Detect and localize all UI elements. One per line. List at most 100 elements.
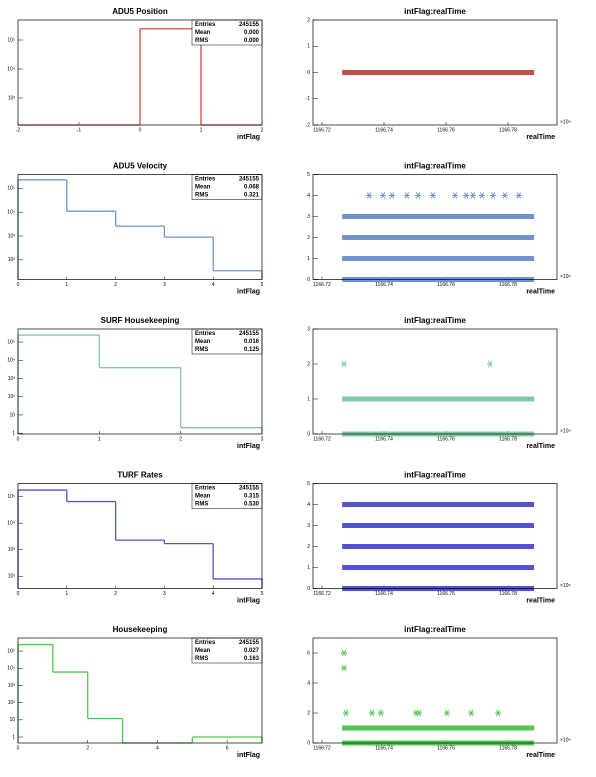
x-tick-label: 1166.78 [499,591,517,597]
stats-label: Mean [195,648,211,654]
y-tick-label: 10⁴ [7,66,15,72]
frame [17,637,263,744]
marker [366,192,373,199]
y-tick-label: 10² [8,394,16,400]
x-tick-label: 5 [261,591,264,597]
stats-label: Mean [195,339,211,345]
x-tick-label: 1 [65,591,68,597]
x-tick-label: 1166.74 [375,282,393,288]
x-tick-label: 1166.78 [499,745,517,751]
y-tick-label: 10³ [8,547,16,553]
x-tick-label: 0 [17,745,20,751]
stats-label: Entries [195,331,216,337]
frame [312,637,558,744]
y-tick-label: 5 [307,481,310,487]
marker [342,709,349,717]
panel: intFlag:realTime 1166.72 1166.74 1166.76 116… [307,162,570,296]
y-tick-label: 10² [8,257,16,263]
x-tick-label: 0 [17,282,20,288]
frame [17,174,263,280]
stats-value: 0.000 [244,38,260,44]
marker [341,649,348,657]
panel: Housekeeping 0 2 4 6 1 10 10² 10³ 10⁴ 10⁵ intFlag En… [7,625,263,759]
panel: intFlag:realTime 1166.72 1166.74 1166.76 116… [307,316,570,450]
panel-title: Housekeeping [113,625,168,634]
marker [341,664,348,672]
y-tick-label: 2 [307,361,310,367]
y-tick-label: 1 [307,396,310,402]
x-axis-label: realTime [526,443,555,450]
panel-title: ADU5 Velocity [113,162,168,171]
x-tick-label: 1166.78 [499,127,517,133]
x-tick-label: 3 [261,436,264,442]
x-tick-label: 3 [163,282,166,288]
x-tick-label: 1 [200,127,203,133]
x-axis-label: intFlag [237,752,260,759]
marker [487,360,494,368]
panel-title: ADU5 Position [112,7,168,16]
x-tick-label: 0 [17,591,20,597]
y-tick-label: 3 [307,214,310,220]
marker [403,192,410,199]
x-tick-label: 1166.74 [375,436,393,442]
x-tick-label: 1166.78 [499,436,517,442]
stats-label: Entries [195,486,216,492]
y-tick-label: 2 [307,235,310,241]
x-tick-label: 1166.72 [313,282,331,288]
y-tick-label: 10⁵ [7,339,15,345]
marker [468,709,475,717]
x-tick-label: 5 [261,282,264,288]
stats-label: Entries [195,177,216,183]
marker [341,360,348,368]
stats-value: 245155 [239,177,260,183]
y-tick-label: 4 [307,680,310,686]
y-tick-label: 1 [12,430,15,436]
frame [312,19,558,126]
marker [451,192,458,199]
x-tick-label: 1166.72 [313,127,331,133]
x-tick-label: 1166.76 [437,436,455,442]
x-tick-label: 1 [98,436,101,442]
stats-value: 245155 [239,640,260,646]
y-tick-label: 1 [12,734,15,740]
stats-value: 0.027 [244,648,260,654]
marker [368,709,375,717]
stats-label: Mean [195,30,211,36]
y-tick-label: 2 [307,710,310,716]
panel: intFlag:realTime 1166.72 1166.74 1166.76 116… [306,7,571,141]
panel: intFlag:realTime 1166.72 1166.74 1166.76 116… [307,625,570,759]
panel: ADU5 Velocity 0 1 2 3 4 5 10² 10³ 10⁴ 10⁵ intFlag En… [7,162,263,296]
y-tick-label: 10 [9,717,15,723]
y-tick-label: 10 [9,412,15,418]
y-tick-label: 10⁵ [7,494,15,500]
panel-title: intFlag:realTime [404,316,466,325]
x-tick-label: 6 [226,745,229,751]
x-tick-label: 3 [163,591,166,597]
x-tick-label: -1 [77,127,82,133]
marker [495,709,502,717]
marker [416,709,423,717]
frame [17,19,263,126]
y-tick-label: 4 [307,193,310,199]
stats-value: 245155 [239,331,260,337]
y-tick-label: 1 [307,44,310,50]
x-multiplier: ×10⁹ [560,737,571,743]
x-tick-label: 1166.76 [437,127,455,133]
stats-box [191,174,263,200]
x-tick-label: 1 [65,282,68,288]
stats-value: 0.068 [244,185,260,191]
y-tick-label: 0 [307,431,310,437]
x-tick-label: 1166.72 [313,745,331,751]
stats-box [191,328,263,355]
stats-value: 0.530 [244,502,260,508]
marker [377,709,384,717]
x-tick-label: 1166.74 [375,127,393,133]
marker [515,192,522,199]
stats-value: 0.125 [244,347,260,353]
frame [312,174,558,280]
y-tick-label: 0 [307,740,310,746]
x-axis-label: realTime [526,288,555,295]
y-tick-label: 2 [307,17,310,23]
x-axis-label: intFlag [237,597,260,604]
